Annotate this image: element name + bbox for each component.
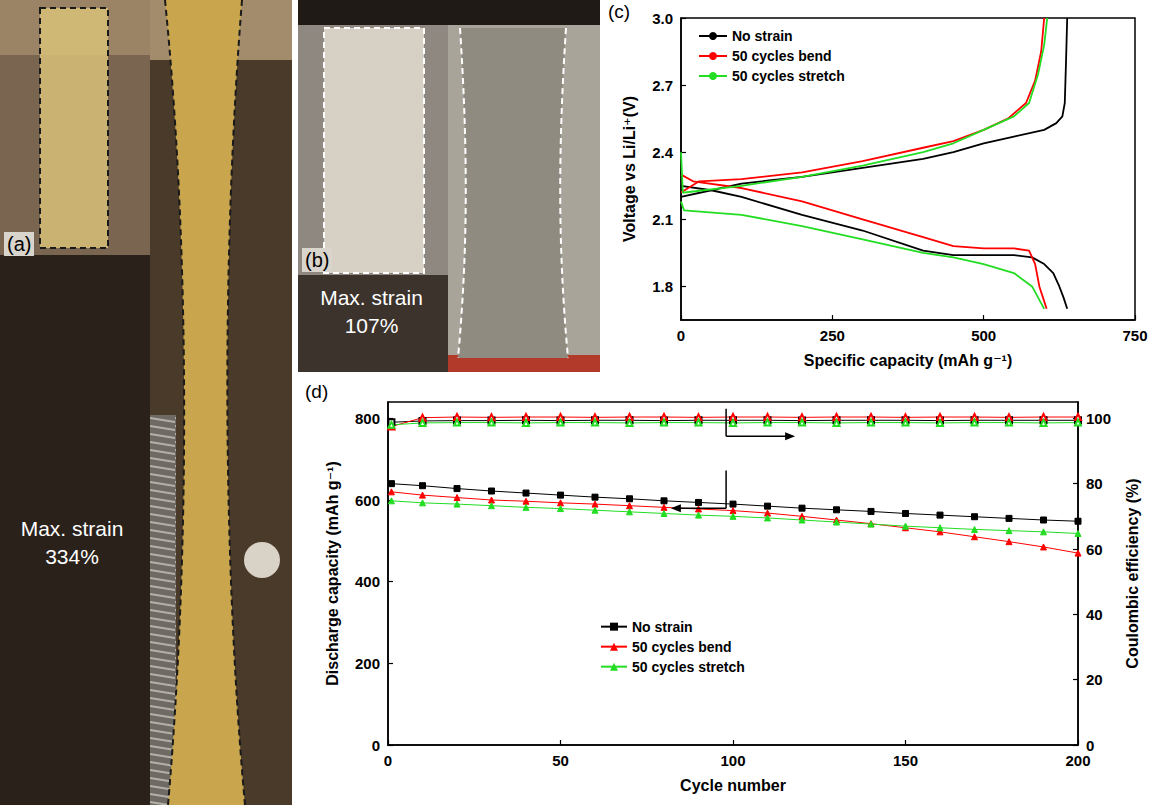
svg-text:60: 60	[1086, 541, 1103, 558]
svg-text:100: 100	[1086, 410, 1111, 427]
svg-text:250: 250	[820, 327, 845, 344]
svg-text:Specific capacity (mAh g⁻¹): Specific capacity (mAh g⁻¹)	[804, 352, 1013, 369]
html-text:Max. strain 334%: Max. strain 334%	[20, 517, 124, 568]
svg-text:1.8: 1.8	[652, 278, 673, 295]
svg-text:80: 80	[1086, 475, 1103, 492]
svg-text:50 cycles stretch: 50 cycles stretch	[732, 68, 845, 84]
svg-text:50 cycles bend: 50 cycles bend	[632, 639, 732, 655]
svg-text:Cycle number: Cycle number	[680, 777, 786, 794]
html-text:(a): (a)	[7, 233, 32, 255]
svg-text:(d): (d)	[305, 381, 328, 402]
svg-text:400: 400	[355, 573, 380, 590]
svg-text:100: 100	[720, 752, 745, 769]
svg-text:0: 0	[384, 752, 392, 769]
svg-text:200: 200	[1065, 752, 1090, 769]
svg-text:0: 0	[677, 327, 685, 344]
svg-text:150: 150	[893, 752, 918, 769]
svg-text:2.4: 2.4	[652, 144, 674, 161]
html-text:Max. strain 107%: Max. strain 107%	[320, 286, 423, 337]
svg-text:2.7: 2.7	[652, 77, 673, 94]
svg-text:(c): (c)	[608, 1, 630, 22]
svg-text:200: 200	[355, 655, 380, 672]
svg-text:2.1: 2.1	[652, 211, 673, 228]
svg-text:Discharge capacity (mAh g⁻¹): Discharge capacity (mAh g⁻¹)	[324, 461, 341, 686]
svg-text:40: 40	[1086, 606, 1103, 623]
svg-text:20: 20	[1086, 671, 1103, 688]
svg-text:600: 600	[355, 492, 380, 509]
svg-text:50: 50	[552, 752, 569, 769]
svg-text:50 cycles stretch: 50 cycles stretch	[632, 659, 745, 675]
svg-text:No strain: No strain	[732, 28, 793, 44]
svg-text:Voltage vs Li/Li⁺(V): Voltage vs Li/Li⁺(V)	[621, 96, 638, 242]
svg-text:500: 500	[971, 327, 996, 344]
svg-text:0: 0	[1086, 737, 1094, 754]
svg-text:800: 800	[355, 410, 380, 427]
svg-text:750: 750	[1122, 327, 1147, 344]
svg-text:3.0: 3.0	[652, 10, 673, 27]
svg-text:No strain: No strain	[632, 619, 693, 635]
svg-text:50 cycles bend: 50 cycles bend	[732, 48, 832, 64]
svg-text:Coulombic efficiency (%): Coulombic efficiency (%)	[1124, 478, 1141, 668]
html-text:(b): (b)	[305, 249, 330, 271]
svg-text:0: 0	[372, 737, 380, 754]
